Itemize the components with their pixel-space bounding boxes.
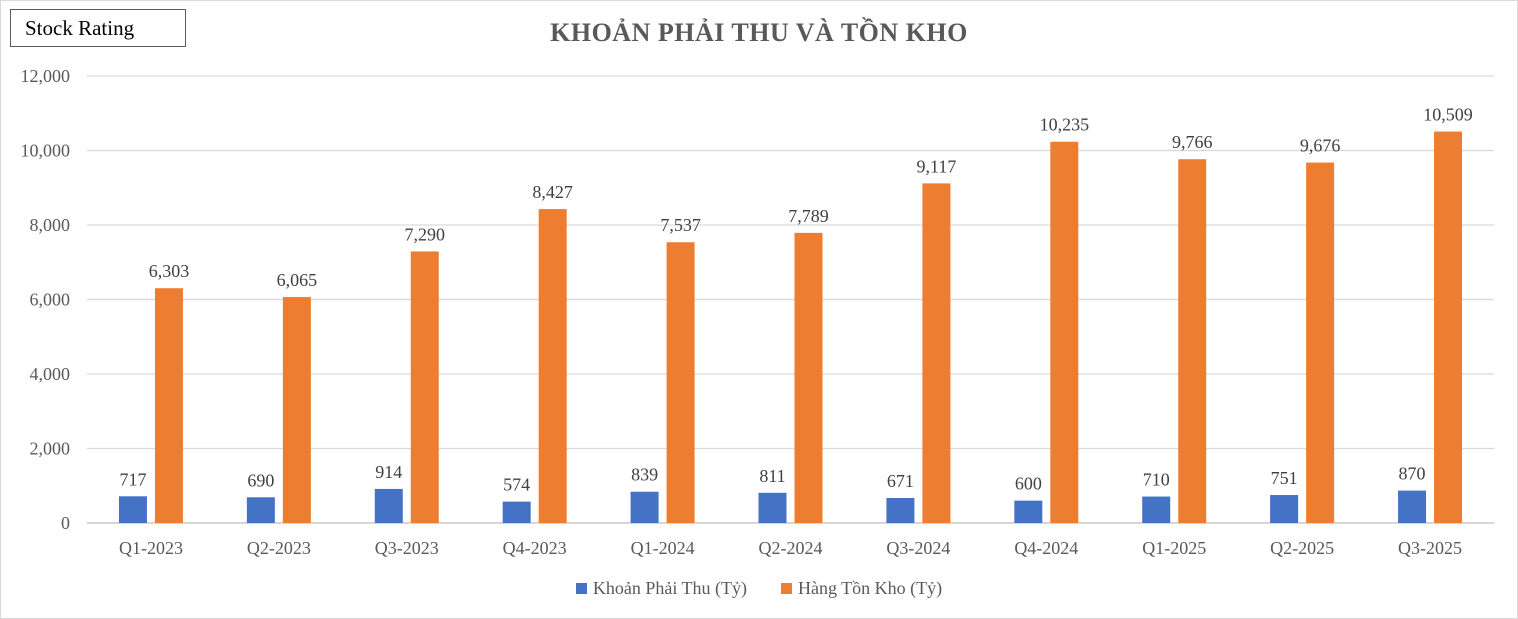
bar-receivables: [1142, 496, 1171, 523]
bar-inventory: [794, 232, 823, 524]
bar-inventory: [410, 251, 439, 523]
data-label-receivables: 690: [247, 470, 274, 490]
bar-inventory: [666, 242, 695, 523]
x-tick-label: Q4-2023: [503, 538, 567, 558]
bar-inventory: [1306, 162, 1335, 523]
data-label-inventory: 9,766: [1172, 132, 1213, 152]
bar-inventory: [282, 297, 311, 523]
bar-inventory: [922, 183, 951, 523]
y-tick-label: 6,000: [30, 290, 71, 310]
data-label-inventory: 10,235: [1040, 115, 1090, 135]
data-label-inventory: 6,065: [277, 270, 318, 290]
bar-receivables: [502, 501, 531, 523]
bar-inventory: [1434, 131, 1463, 524]
bar-receivables: [1398, 490, 1427, 523]
bar-receivables: [886, 498, 915, 523]
x-tick-label: Q2-2023: [247, 538, 311, 558]
bar-receivables: [1270, 495, 1299, 523]
bars: [118, 131, 1463, 524]
x-tick-label: Q1-2024: [631, 538, 695, 558]
x-axis: Q1-2023 Q2-2023 Q3-2023 Q4-2023 Q1-2024 Q2-20…: [119, 538, 1462, 558]
y-tick-label: 8,000: [30, 215, 71, 235]
data-label-receivables: 574: [503, 475, 530, 495]
x-tick-label: Q1-2025: [1142, 538, 1206, 558]
y-tick-label: 12,000: [21, 66, 71, 86]
bar-receivables: [374, 488, 403, 523]
data-label-receivables: 671: [887, 471, 914, 491]
data-label-inventory: 10,509: [1423, 105, 1473, 125]
data-label-inventory: 9,676: [1300, 136, 1341, 156]
legend-label-inventory: Hàng Tồn Kho (Tỷ): [798, 578, 943, 598]
bar-receivables: [630, 491, 659, 523]
data-labels: 717 6,303 690 6,065 914 7,290 574 8,427 839 7,537…: [119, 105, 1472, 495]
legend-label-receivables: Khoản Phải Thu (Tỷ): [592, 578, 747, 598]
data-label-receivables: 600: [1015, 474, 1042, 494]
legend-swatch-receivables: [575, 583, 587, 594]
data-label-inventory: 8,427: [532, 182, 573, 202]
data-label-receivables: 710: [1143, 470, 1170, 490]
data-label-receivables: 839: [631, 465, 658, 485]
x-tick-label: Q3-2025: [1398, 538, 1462, 558]
data-label-inventory: 7,537: [660, 215, 701, 235]
data-label-receivables: 751: [1271, 468, 1298, 488]
gridlines: [87, 75, 1494, 524]
x-tick-label: Q1-2023: [119, 538, 183, 558]
bar-inventory: [538, 209, 567, 524]
data-label-receivables: 870: [1399, 464, 1426, 484]
data-label-inventory: 7,290: [405, 224, 446, 244]
data-label-inventory: 6,303: [149, 261, 190, 281]
x-tick-label: Q3-2024: [886, 538, 950, 558]
bar-receivables: [1014, 500, 1043, 523]
chart-title: KHOẢN PHẢI THU VÀ TỒN KHO: [550, 18, 968, 47]
y-tick-label: 10,000: [21, 141, 71, 161]
x-tick-label: Q3-2023: [375, 538, 439, 558]
stock-rating-badge: Stock Rating: [10, 9, 186, 47]
y-tick-label: 4,000: [30, 364, 71, 384]
bar-inventory: [154, 288, 183, 523]
data-label-receivables: 811: [759, 466, 785, 486]
data-label-inventory: 9,117: [916, 156, 956, 176]
bar-receivables: [118, 496, 147, 523]
x-tick-label: Q2-2025: [1270, 538, 1334, 558]
x-tick-label: Q2-2024: [759, 538, 823, 558]
legend-item-inventory: Hàng Tồn Kho (Tỷ): [781, 578, 942, 599]
y-axis: 0 2,000 4,000 6,000 8,000 10,000 12,000: [21, 66, 71, 533]
legend-item-receivables: Khoản Phải Thu (Tỷ): [575, 578, 747, 599]
y-tick-label: 2,000: [30, 439, 71, 459]
data-label-inventory: 7,789: [788, 206, 829, 226]
legend: Khoản Phải Thu (Tỷ) Hàng Tồn Kho (Tỷ): [0, 578, 1518, 599]
bar-receivables: [758, 492, 787, 523]
legend-swatch-inventory: [781, 583, 792, 594]
bar-receivables: [246, 497, 275, 523]
x-tick-label: Q4-2024: [1014, 538, 1078, 558]
bar-inventory: [1178, 159, 1207, 524]
data-label-receivables: 914: [375, 462, 402, 482]
bar-inventory: [1050, 141, 1079, 523]
y-tick-label: 0: [61, 513, 70, 533]
data-label-receivables: 717: [119, 469, 146, 489]
